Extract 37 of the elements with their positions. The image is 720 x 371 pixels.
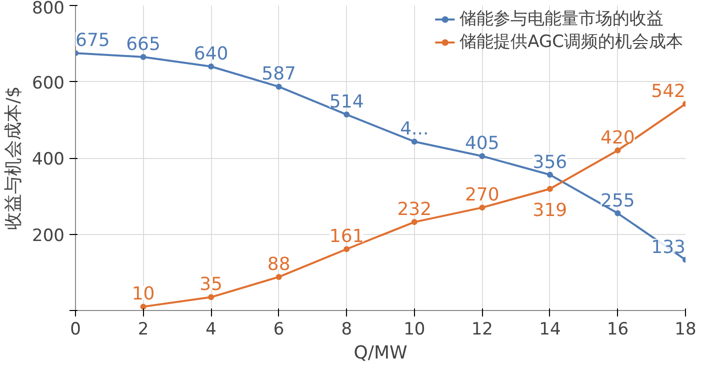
data-label: 405 xyxy=(464,133,500,154)
legend-label: 储能参与电能量市场的收益 xyxy=(460,8,664,30)
x-tick-label: 2 xyxy=(138,320,149,340)
x-axis-title: Q/MW xyxy=(354,342,408,364)
data-label: 88 xyxy=(267,254,290,275)
data-label: 4... xyxy=(400,118,429,140)
x-tick-label: 16 xyxy=(606,320,629,340)
data-label: 665 xyxy=(126,34,160,55)
y-tick-label: 400 xyxy=(32,150,65,170)
data-label: 514 xyxy=(329,92,364,113)
data-label: 420 xyxy=(600,127,635,148)
y-tick-label: 200 xyxy=(32,226,65,246)
data-label: 255 xyxy=(600,190,635,212)
data-label: 640 xyxy=(194,44,228,64)
x-tick-label: 4 xyxy=(206,320,216,340)
legend-label: 储能提供AGC调频的机会成本 xyxy=(460,31,683,53)
data-label: 161 xyxy=(329,226,364,248)
x-tick-label: 12 xyxy=(471,320,493,340)
y-axis-title: 收益与机会成本/$ xyxy=(3,86,24,230)
x-tick-label: 6 xyxy=(273,320,284,340)
data-label: 35 xyxy=(200,274,223,296)
x-tick-label: 0 xyxy=(70,320,81,340)
x-tick-label: 8 xyxy=(341,320,352,340)
data-label: 319 xyxy=(532,200,568,221)
data-label: 270 xyxy=(464,184,500,206)
data-label: 587 xyxy=(262,64,296,85)
data-label: 10 xyxy=(132,284,155,305)
x-tick-label: 18 xyxy=(674,320,696,340)
data-label: 675 xyxy=(76,30,110,52)
data-label: 542 xyxy=(651,80,686,102)
x-tick-label: 14 xyxy=(539,320,561,340)
y-tick-label: 800 xyxy=(32,0,65,18)
x-tick-label: 10 xyxy=(404,320,426,340)
y-tick-label: 600 xyxy=(32,73,65,94)
data-label: 232 xyxy=(397,199,432,220)
data-label: 133 xyxy=(651,236,686,258)
data-label: 356 xyxy=(532,152,568,173)
